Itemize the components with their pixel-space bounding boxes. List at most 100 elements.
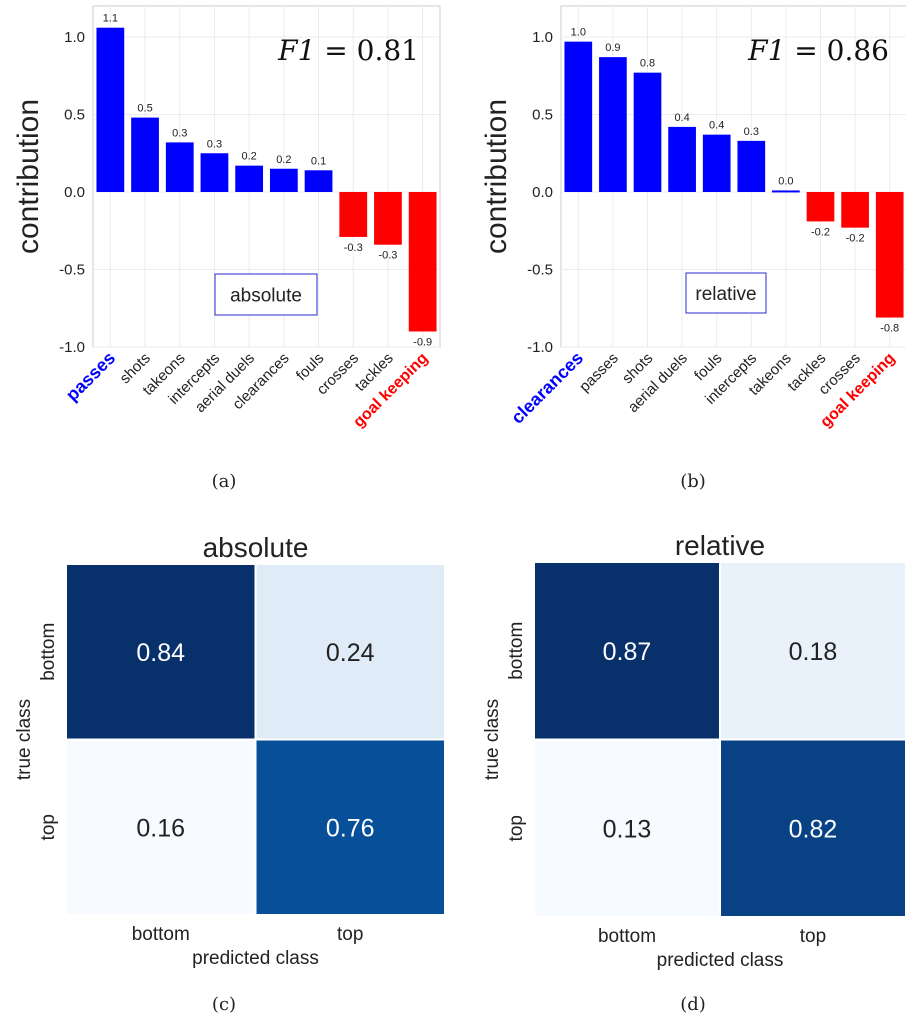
y-tick-label: 1.0 bbox=[64, 29, 85, 46]
x-tick-label: bottom bbox=[598, 926, 656, 947]
category-label: passes bbox=[576, 350, 622, 396]
heatmap-cell bbox=[719, 738, 906, 918]
bar-takeons bbox=[772, 190, 800, 193]
bar-aerial-duels bbox=[235, 165, 264, 192]
bar-intercepts bbox=[737, 140, 766, 192]
legend-box-label: absolute bbox=[230, 286, 302, 307]
x-tick-label: top bbox=[800, 926, 826, 947]
bar-shots bbox=[633, 72, 662, 192]
y-tick-label: bottom bbox=[506, 622, 527, 680]
cell-value: 0.82 bbox=[789, 815, 838, 843]
heatmap-title: relative bbox=[675, 530, 765, 561]
y-tick-label: 0.5 bbox=[532, 107, 553, 124]
cell-value: 0.84 bbox=[136, 639, 185, 667]
heatmap-cell bbox=[65, 738, 257, 916]
bar-aerial-duels bbox=[668, 126, 696, 192]
heatmap-d: 0.87 0.18 0.13 0.82 relative bottom top predict… bbox=[482, 530, 906, 1015]
panel-caption: (b) bbox=[680, 471, 706, 492]
value-label: 0.3 bbox=[744, 126, 759, 138]
bar-goal-keeping bbox=[875, 192, 904, 318]
bar-passes bbox=[599, 57, 627, 193]
bar-fouls bbox=[702, 134, 731, 192]
cell-value: 0.13 bbox=[603, 815, 652, 843]
value-label: 0.2 bbox=[276, 154, 291, 166]
panel-caption: (a) bbox=[212, 471, 237, 492]
value-label: -0.2 bbox=[846, 233, 865, 245]
value-label: 0.5 bbox=[137, 103, 152, 115]
f1-value: 0.86 bbox=[827, 34, 889, 67]
bar-crosses bbox=[339, 192, 368, 237]
bar-fouls bbox=[304, 170, 333, 192]
cell-value: 0.16 bbox=[136, 814, 185, 842]
category-label: passes bbox=[62, 348, 119, 405]
value-label: 0.3 bbox=[172, 127, 187, 139]
y-tick-label: -1.0 bbox=[59, 339, 85, 356]
cell-value: 0.18 bbox=[789, 638, 838, 666]
value-label: 0.1 bbox=[311, 155, 326, 167]
bar-chart-b: 1.0 0.5 0.0 -0.5 -1.0 contribution 1.0 0.9 0.8 0.… bbox=[480, 5, 906, 492]
y-tick-label: -0.5 bbox=[59, 262, 85, 279]
y-axis-label: contribution bbox=[480, 99, 513, 254]
cell-value: 0.24 bbox=[326, 639, 375, 667]
value-label: 0.0 bbox=[778, 175, 793, 187]
heatmap-cell bbox=[533, 738, 721, 918]
heatmap-cell bbox=[65, 563, 257, 741]
bar-clearances bbox=[564, 41, 593, 193]
bar-goal-keeping bbox=[408, 192, 437, 332]
f1-label: F1 bbox=[747, 34, 785, 67]
x-axis-label: predicted class bbox=[192, 948, 319, 969]
f1-equals: = bbox=[315, 34, 356, 67]
bar-intercepts bbox=[200, 153, 229, 192]
value-label: 0.4 bbox=[674, 112, 689, 124]
y-tick-label: 0.0 bbox=[532, 184, 553, 201]
bar-chart-a: 1.0 0.5 0.0 -0.5 -1.0 contribution 1.1 0.5 0.3 0.… bbox=[12, 5, 441, 492]
bar-passes bbox=[96, 27, 125, 193]
value-label: -0.3 bbox=[378, 250, 397, 262]
heatmap-c: 0.84 0.24 0.16 0.76 absolute bottom top predict… bbox=[14, 532, 446, 1015]
bar-clearances bbox=[269, 168, 298, 192]
legend-box bbox=[214, 273, 318, 316]
value-label: -0.3 bbox=[344, 242, 363, 254]
x-tick-label: top bbox=[337, 924, 363, 945]
f1-label: F1 bbox=[277, 34, 315, 67]
x-axis-label: predicted class bbox=[657, 950, 784, 971]
value-label: -0.2 bbox=[811, 226, 830, 238]
heatmap-title: absolute bbox=[203, 532, 309, 563]
f1-annotation: F1 = 0.86 bbox=[747, 34, 889, 67]
category-label: clearances bbox=[507, 348, 587, 428]
value-label: -0.8 bbox=[880, 323, 899, 335]
y-tick-label: top bbox=[38, 814, 59, 840]
y-tick-label: -1.0 bbox=[527, 339, 553, 356]
panel-caption: (d) bbox=[680, 994, 706, 1015]
value-label: -0.9 bbox=[413, 337, 432, 349]
value-label: 1.1 bbox=[103, 13, 118, 25]
y-tick-label: -0.5 bbox=[527, 262, 553, 279]
value-label: 0.3 bbox=[207, 138, 222, 150]
bar-crosses bbox=[841, 192, 869, 228]
value-label: 0.4 bbox=[709, 120, 724, 132]
bar-tackles bbox=[806, 192, 835, 222]
value-label: 0.9 bbox=[605, 42, 620, 54]
f1-value: 0.81 bbox=[357, 34, 419, 67]
y-tick-label: top bbox=[506, 815, 527, 841]
value-label: 0.8 bbox=[640, 58, 655, 70]
panel-caption: (c) bbox=[212, 994, 236, 1015]
y-tick-label: 0.5 bbox=[64, 107, 85, 124]
value-label: 1.0 bbox=[571, 27, 586, 39]
f1-equals: = bbox=[785, 34, 826, 67]
legend-box bbox=[685, 272, 767, 314]
y-tick-label: bottom bbox=[38, 623, 59, 681]
legend-box-label: relative bbox=[695, 284, 756, 305]
f1-annotation: F1 = 0.81 bbox=[277, 34, 419, 67]
bar-tackles bbox=[374, 192, 402, 245]
cell-value: 0.87 bbox=[603, 638, 652, 666]
value-label: 0.2 bbox=[242, 151, 257, 163]
y-axis-label: contribution bbox=[12, 99, 45, 254]
y-axis-label: true class bbox=[14, 699, 35, 780]
heatmap-cell bbox=[254, 738, 446, 916]
cell-value: 0.76 bbox=[326, 814, 375, 842]
y-tick-label: 0.0 bbox=[64, 184, 85, 201]
y-tick-label: 1.0 bbox=[532, 29, 553, 46]
y-axis-label: true class bbox=[482, 699, 503, 780]
